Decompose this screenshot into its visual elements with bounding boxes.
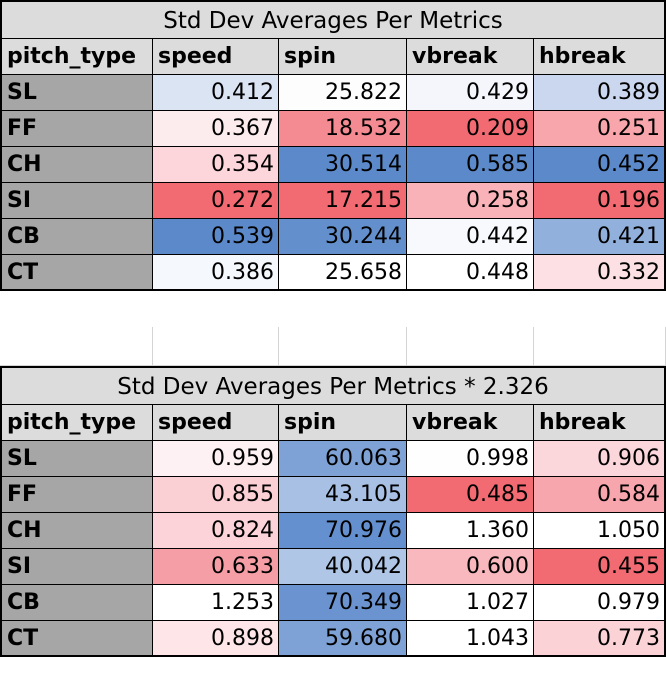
row-label-cell[interactable]: CH xyxy=(0,513,153,549)
row-label-cell[interactable]: CT xyxy=(0,255,153,291)
speed-cell[interactable]: 0.386 xyxy=(153,255,279,291)
table-row: CH 0.824 70.976 1.360 1.050 xyxy=(0,513,666,549)
header-cell-vbreak[interactable]: vbreak xyxy=(407,39,534,75)
spin-cell[interactable]: 60.063 xyxy=(279,441,407,477)
vbreak-cell[interactable]: 0.600 xyxy=(407,549,534,585)
table-title: Std Dev Averages Per Metrics * 2.326 xyxy=(0,366,666,405)
vbreak-cell[interactable]: 0.585 xyxy=(407,147,534,183)
row-label-cell[interactable]: SL xyxy=(0,75,153,111)
header-cell-speed[interactable]: speed xyxy=(153,39,279,75)
row-label-cell[interactable]: CT xyxy=(0,621,153,657)
vbreak-cell[interactable]: 0.209 xyxy=(407,111,534,147)
header-cell-pitch-type[interactable]: pitch_type xyxy=(0,39,153,75)
speed-cell[interactable]: 0.633 xyxy=(153,549,279,585)
spin-cell[interactable]: 40.042 xyxy=(279,549,407,585)
vbreak-cell[interactable]: 1.027 xyxy=(407,585,534,621)
hbreak-cell[interactable]: 0.979 xyxy=(534,585,666,621)
vbreak-cell[interactable]: 1.360 xyxy=(407,513,534,549)
vbreak-cell[interactable]: 0.442 xyxy=(407,219,534,255)
empty-cell[interactable] xyxy=(153,327,279,366)
header-cell-spin[interactable]: spin xyxy=(279,405,407,441)
row-label-cell[interactable]: SL xyxy=(0,441,153,477)
table-row: CT 0.898 59.680 1.043 0.773 xyxy=(0,621,666,657)
row-label-cell[interactable]: CB xyxy=(0,219,153,255)
header-cell-spin[interactable]: spin xyxy=(279,39,407,75)
header-row: pitch_type speed spin vbreak hbreak xyxy=(0,39,666,75)
table-row: CT 0.386 25.658 0.448 0.332 xyxy=(0,255,666,291)
header-cell-hbreak[interactable]: hbreak xyxy=(534,39,666,75)
empty-row xyxy=(0,327,666,366)
speed-cell[interactable]: 0.367 xyxy=(153,111,279,147)
hbreak-cell[interactable]: 0.389 xyxy=(534,75,666,111)
speed-cell[interactable]: 0.412 xyxy=(153,75,279,111)
hbreak-cell[interactable]: 0.455 xyxy=(534,549,666,585)
hbreak-cell[interactable]: 0.196 xyxy=(534,183,666,219)
row-label-cell[interactable]: FF xyxy=(0,477,153,513)
speed-cell[interactable]: 0.539 xyxy=(153,219,279,255)
scaled-std-dev-table: Std Dev Averages Per Metrics * 2.326 pit… xyxy=(0,366,666,657)
hbreak-cell[interactable]: 0.906 xyxy=(534,441,666,477)
vbreak-cell[interactable]: 0.429 xyxy=(407,75,534,111)
vbreak-cell[interactable]: 1.043 xyxy=(407,621,534,657)
header-row: pitch_type speed spin vbreak hbreak xyxy=(0,405,666,441)
row-label-cell[interactable]: FF xyxy=(0,111,153,147)
empty-cell[interactable] xyxy=(279,327,407,366)
speed-cell[interactable]: 1.253 xyxy=(153,585,279,621)
row-label-cell[interactable]: SI xyxy=(0,549,153,585)
speed-cell[interactable]: 0.959 xyxy=(153,441,279,477)
speed-cell[interactable]: 0.272 xyxy=(153,183,279,219)
spin-cell[interactable]: 59.680 xyxy=(279,621,407,657)
header-cell-pitch-type[interactable]: pitch_type xyxy=(0,405,153,441)
header-cell-hbreak[interactable]: hbreak xyxy=(534,405,666,441)
table-row: CB 1.253 70.349 1.027 0.979 xyxy=(0,585,666,621)
spin-cell[interactable]: 43.105 xyxy=(279,477,407,513)
spin-cell[interactable]: 70.349 xyxy=(279,585,407,621)
speed-cell[interactable]: 0.898 xyxy=(153,621,279,657)
header-cell-vbreak[interactable]: vbreak xyxy=(407,405,534,441)
table-row: CH 0.354 30.514 0.585 0.452 xyxy=(0,147,666,183)
row-label-cell[interactable]: SI xyxy=(0,183,153,219)
empty-cell[interactable] xyxy=(407,327,534,366)
hbreak-cell[interactable]: 0.452 xyxy=(534,147,666,183)
speed-cell[interactable]: 0.855 xyxy=(153,477,279,513)
hbreak-cell[interactable]: 0.584 xyxy=(534,477,666,513)
table-row: FF 0.367 18.532 0.209 0.251 xyxy=(0,111,666,147)
hbreak-cell[interactable]: 0.251 xyxy=(534,111,666,147)
spin-cell[interactable]: 18.532 xyxy=(279,111,407,147)
spin-cell[interactable]: 25.822 xyxy=(279,75,407,111)
spin-cell[interactable]: 25.658 xyxy=(279,255,407,291)
table-row: SI 0.633 40.042 0.600 0.455 xyxy=(0,549,666,585)
table-row: SL 0.412 25.822 0.429 0.389 xyxy=(0,75,666,111)
spin-cell[interactable]: 70.976 xyxy=(279,513,407,549)
spin-cell[interactable]: 17.215 xyxy=(279,183,407,219)
hbreak-cell[interactable]: 0.421 xyxy=(534,219,666,255)
std-dev-table: Std Dev Averages Per Metrics pitch_type … xyxy=(0,0,666,291)
hbreak-cell[interactable]: 0.332 xyxy=(534,255,666,291)
speed-cell[interactable]: 0.354 xyxy=(153,147,279,183)
header-cell-speed[interactable]: speed xyxy=(153,405,279,441)
row-label-cell[interactable]: CB xyxy=(0,585,153,621)
vbreak-cell[interactable]: 0.485 xyxy=(407,477,534,513)
table-row: FF 0.855 43.105 0.485 0.584 xyxy=(0,477,666,513)
hbreak-cell[interactable]: 0.773 xyxy=(534,621,666,657)
table-title: Std Dev Averages Per Metrics xyxy=(0,0,666,39)
table-row: SI 0.272 17.215 0.258 0.196 xyxy=(0,183,666,219)
vbreak-cell[interactable]: 0.258 xyxy=(407,183,534,219)
row-label-cell[interactable]: CH xyxy=(0,147,153,183)
table-row: SL 0.959 60.063 0.998 0.906 xyxy=(0,441,666,477)
empty-cell[interactable] xyxy=(0,327,153,366)
vbreak-cell[interactable]: 0.998 xyxy=(407,441,534,477)
spin-cell[interactable]: 30.244 xyxy=(279,219,407,255)
speed-cell[interactable]: 0.824 xyxy=(153,513,279,549)
spin-cell[interactable]: 30.514 xyxy=(279,147,407,183)
vbreak-cell[interactable]: 0.448 xyxy=(407,255,534,291)
table-row: CB 0.539 30.244 0.442 0.421 xyxy=(0,219,666,255)
hbreak-cell[interactable]: 1.050 xyxy=(534,513,666,549)
empty-cell[interactable] xyxy=(534,327,666,366)
